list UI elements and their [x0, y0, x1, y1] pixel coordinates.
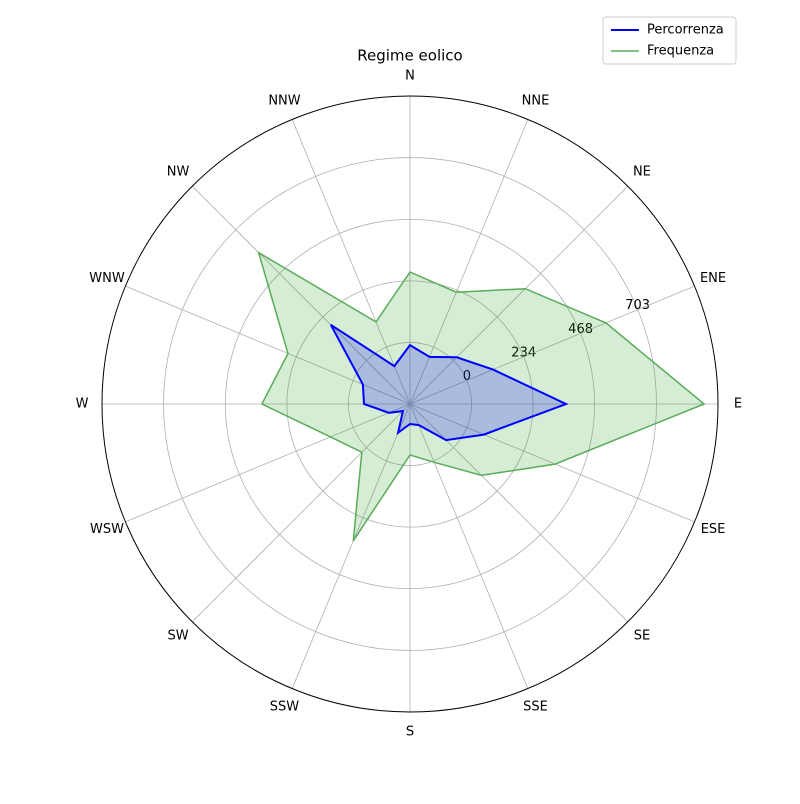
- series-line: [329, 323, 569, 442]
- category-label: W: [76, 397, 89, 412]
- spoke: [409, 403, 529, 689]
- category-label: SSE: [523, 700, 548, 715]
- legend-box: [602, 16, 737, 65]
- spoke: [125, 403, 411, 523]
- spoke: [191, 185, 411, 405]
- spoke: [291, 403, 411, 689]
- category-label: NE: [633, 165, 651, 180]
- r-tick-label: 468: [568, 322, 593, 337]
- spoke: [291, 119, 411, 405]
- category-label: WSW: [90, 522, 124, 537]
- category-label: ENE: [700, 271, 726, 286]
- category-label: N: [405, 69, 415, 84]
- legend: Percorrenza Frequenza: [602, 16, 737, 65]
- series-area: [330, 324, 566, 441]
- spoke: [409, 403, 695, 523]
- spoke: [409, 285, 695, 405]
- category-label: S: [406, 725, 414, 740]
- category-label: ESE: [701, 522, 726, 537]
- category-label: NNE: [522, 93, 550, 108]
- r-tick-label: 703: [625, 298, 650, 313]
- chart-title: Regime eolico: [357, 47, 462, 65]
- category-label: SE: [634, 628, 650, 643]
- category-label: NW: [167, 165, 190, 180]
- category-label: E: [734, 397, 742, 412]
- spoke: [409, 185, 629, 405]
- legend-label: Frequenza: [647, 44, 714, 59]
- legend-label: Percorrenza: [647, 23, 724, 38]
- outer-circle: [101, 95, 719, 713]
- category-label: SW: [168, 628, 189, 643]
- category-label: NNW: [268, 93, 300, 108]
- series-area: [258, 252, 705, 541]
- r-tick-label: 0: [463, 369, 471, 384]
- category-label: WNW: [89, 271, 125, 286]
- spoke: [191, 403, 411, 623]
- series-line: [257, 250, 706, 542]
- r-tick-label: 234: [511, 345, 536, 360]
- category-label: SSW: [270, 700, 300, 715]
